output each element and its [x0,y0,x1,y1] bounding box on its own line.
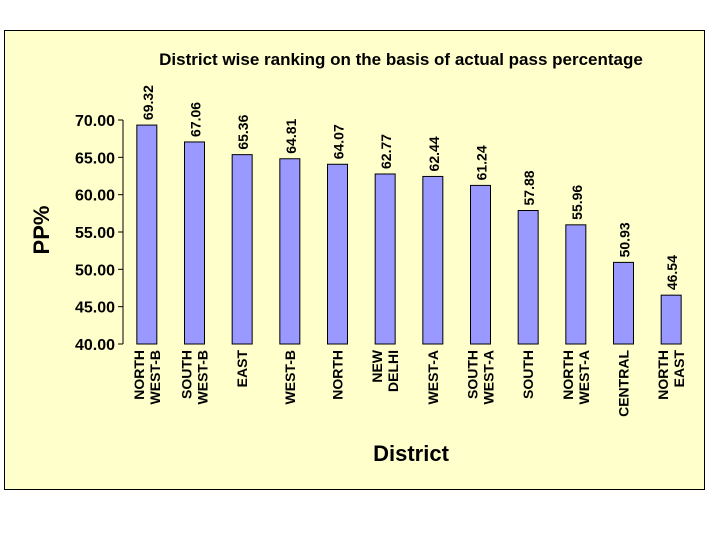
category-label: SOUTH [520,350,536,399]
bar-value-label: 55.96 [569,185,585,220]
bar [327,163,348,345]
bar-value-label: 62.44 [426,136,442,171]
bar-value-label: 57.88 [521,170,537,205]
y-tick-label: 55.00 [75,225,115,242]
bar-value-label: 62.77 [378,134,394,169]
category-label: NEWDELHI [369,349,401,392]
category-label: CENTRAL [616,350,632,417]
chart-panel: District wise ranking on the basis of ac… [4,30,705,490]
y-tick-label: 60.00 [75,188,115,205]
y-axis-label: PP% [29,206,54,255]
bar-value-label: 46.54 [664,255,680,290]
category-label: NORTHEAST [655,350,687,400]
category-label: EAST [234,350,250,388]
y-tick-label: 70.00 [75,113,115,130]
bar [374,173,396,345]
bar [470,184,491,345]
y-tick-label: 50.00 [75,262,115,279]
bar [660,294,682,345]
bar [422,175,444,345]
bar-value-label: 65.36 [235,114,251,149]
category-label: NORTHWEST-A [560,350,592,404]
bar [279,158,301,345]
category-label: SOUTHWEST-A [465,350,497,404]
bar [136,124,158,345]
category-labels: NORTHWEST-B SOUTHWEST-B EAST WEST-B NORTH NEW… [131,349,687,417]
bar [565,224,587,345]
category-label: SOUTHWEST-B [179,350,211,404]
chart-title: District wise ranking on the basis of ac… [159,50,643,69]
category-label: NORTH [330,350,346,400]
y-tick-label: 40.00 [75,337,115,354]
category-label: NORTHWEST-B [131,350,163,404]
y-tick-label: 65.00 [75,150,115,167]
bar-value-label: 69.32 [140,85,156,120]
bar-value-label: 64.07 [331,124,347,159]
bar-chart: District wise ranking on the basis of ac… [29,50,687,466]
x-axis-label: District [373,441,449,466]
bar-value-label: 61.24 [474,145,490,180]
bar [231,154,253,345]
y-axis: 40.00 45.00 50.00 55.00 60.00 65.00 70.00 [75,113,124,354]
value-labels: 69.32 67.06 65.36 64.81 64.07 62.77 62.44 61.24… [140,85,680,290]
bar [184,141,205,345]
y-tick-label: 45.00 [75,300,115,317]
category-label: WEST-B [282,350,298,404]
bar-value-label: 50.93 [617,222,633,257]
bar-value-label: 64.81 [283,119,299,154]
bar [517,209,539,345]
bar-value-label: 67.06 [188,102,204,137]
bar [613,261,634,345]
bars [136,124,682,345]
category-label: WEST-A [425,350,441,404]
